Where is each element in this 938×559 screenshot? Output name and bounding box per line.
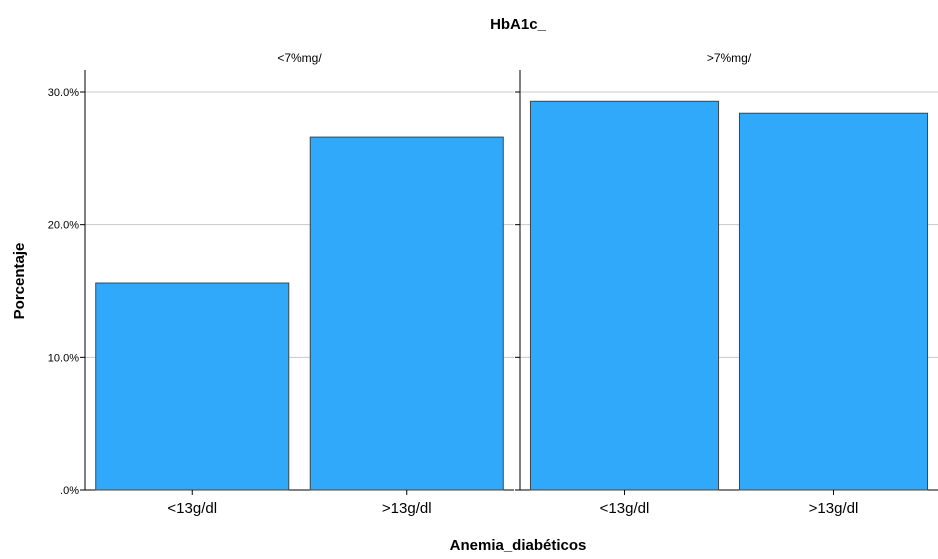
- y-tick-label: 10.0%: [48, 352, 79, 364]
- x-axis-label: Anemia_diabéticos: [450, 537, 587, 554]
- x-tick-label: >13g/dl: [809, 500, 859, 517]
- bar: [738, 112, 929, 491]
- panel-label: >7%mg/: [707, 51, 752, 65]
- panel-label: <7%mg/: [277, 51, 322, 65]
- y-tick-label: 30.0%: [48, 87, 79, 99]
- bar: [529, 100, 720, 491]
- bar: [95, 282, 290, 491]
- y-tick-label: 20.0%: [48, 220, 79, 232]
- bar: [309, 136, 504, 491]
- x-tick-label: <13g/dl: [167, 500, 217, 517]
- y-axis-label: Porcentaje: [11, 243, 28, 320]
- x-tick-label: <13g/dl: [600, 500, 650, 517]
- plot-area: .0% 10.0% 20.0% 30.0% <7%mg/ <13g/dl >13g/dl >7…: [48, 51, 938, 517]
- x-tick-label: >13g/dl: [382, 500, 432, 517]
- chart-title: HbA1c_: [490, 16, 547, 33]
- y-tick-label: .0%: [60, 485, 79, 497]
